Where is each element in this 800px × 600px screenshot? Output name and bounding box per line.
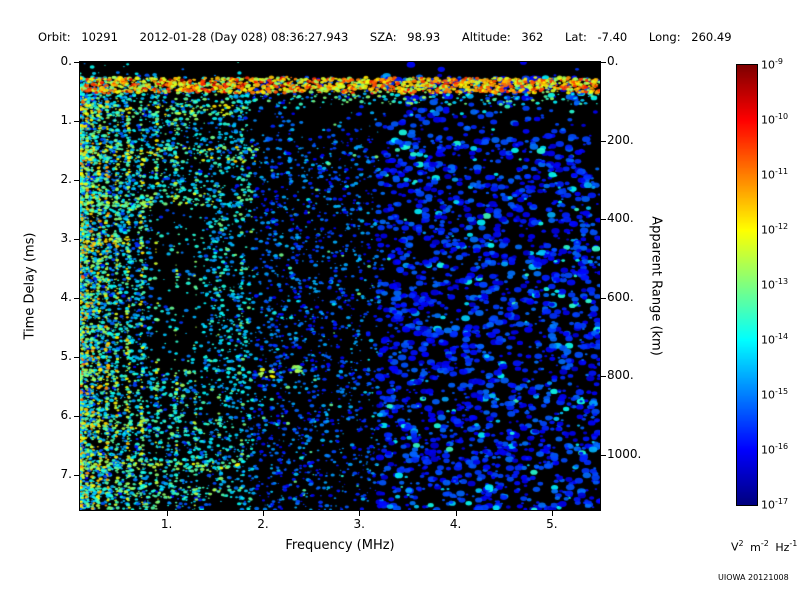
y-tick-label: 7. [60, 466, 72, 481]
range-tick-mark [601, 219, 606, 221]
unit-v-exp: 2 [738, 539, 744, 548]
y-axis-label-left: Time Delay (ms) [22, 232, 38, 340]
colorbar [736, 64, 758, 506]
range-tick-label: 400. [607, 211, 634, 226]
long-label: Long: [648, 30, 681, 44]
colorbar-tick-label: 10-11 [761, 167, 789, 182]
y-tick-label: 1. [60, 112, 72, 127]
range-tick-label: 600. [607, 289, 634, 304]
spectrogram-canvas [80, 62, 600, 510]
x-tick-mark [166, 511, 168, 516]
y-tick-label: 6. [60, 407, 72, 422]
range-tick-label: 200. [607, 132, 634, 147]
x-tick-label: 3. [353, 517, 365, 531]
range-tick-mark [601, 297, 606, 299]
colorbar-tick-label: 10-16 [761, 442, 789, 457]
colorbar-tick-label: 10-17 [761, 497, 789, 512]
y-tick-label: 3. [60, 230, 72, 245]
x-axis-label: Frequency (MHz) [285, 538, 395, 553]
y-tick-mark [74, 120, 79, 122]
colorbar-tick-label: 10-15 [761, 387, 789, 402]
y-tick-label: 2. [60, 171, 72, 186]
y-tick-mark [74, 415, 79, 417]
orbit-value: 10291 [81, 30, 118, 44]
unit-hz: Hz [775, 540, 790, 554]
range-tick-label: 1000. [607, 446, 642, 461]
datetime-value: 2012-01-28 (Day 028) 08:36:27.943 [139, 30, 349, 44]
colorbar-unit-label: V2 m-2 Hz-1 [731, 540, 797, 554]
y-tick-mark [74, 356, 79, 358]
range-tick-mark [601, 62, 606, 63]
unit-m-exp: -2 [760, 539, 769, 548]
x-tick-mark [359, 511, 361, 516]
colorbar-tick-label: 10-10 [761, 112, 789, 127]
range-tick-label: 800. [607, 368, 634, 383]
credit-text: UIOWA 20121008 [718, 573, 789, 582]
range-tick-mark [601, 140, 606, 142]
y-tick-label: 4. [60, 289, 72, 304]
x-tick-mark [551, 511, 553, 516]
x-tick-mark [262, 511, 264, 516]
spectrogram-plot [79, 61, 601, 511]
header-info-bar: Orbit: 10291 2012-01-28 (Day 028) 08:36:… [38, 30, 798, 44]
y-axis-label-right: Apparent Range (km) [648, 216, 664, 356]
range-tick-mark [601, 454, 606, 456]
unit-m: m [750, 540, 761, 554]
x-tick-label: 1. [160, 517, 173, 531]
x-tick-label: 5. [546, 517, 558, 531]
sza-value: 98.93 [407, 30, 441, 44]
altitude-label: Altitude: [461, 30, 511, 44]
unit-hz-exp: -1 [789, 539, 798, 548]
colorbar-gradient [737, 65, 757, 505]
y-tick-label: 5. [60, 348, 72, 363]
y-tick-mark [74, 179, 79, 181]
colorbar-tick-label: 10-14 [761, 332, 789, 347]
colorbar-tick-label: 10-12 [761, 222, 789, 237]
colorbar-tick-label: 10-13 [761, 277, 789, 292]
y-tick-mark [74, 62, 79, 63]
range-tick-label: 0. [607, 54, 619, 68]
x-tick-mark [455, 511, 457, 516]
range-tick-mark [601, 376, 606, 378]
x-tick-label: 2. [257, 517, 269, 531]
y-tick-mark [74, 238, 79, 240]
y-tick-mark [74, 297, 79, 299]
lat-value: -7.40 [597, 30, 628, 44]
orbit-label: Orbit: [38, 30, 71, 44]
sza-label: SZA: [369, 30, 397, 44]
long-value: 260.49 [691, 30, 732, 44]
altitude-value: 362 [521, 30, 544, 44]
x-tick-label: 4. [449, 517, 462, 531]
y-tick-mark [74, 474, 79, 476]
colorbar-tick-label: 10-9 [761, 57, 783, 72]
unit-v: V [731, 540, 739, 554]
lat-label: Lat: [564, 30, 587, 44]
y-tick-label: 0. [60, 54, 72, 68]
